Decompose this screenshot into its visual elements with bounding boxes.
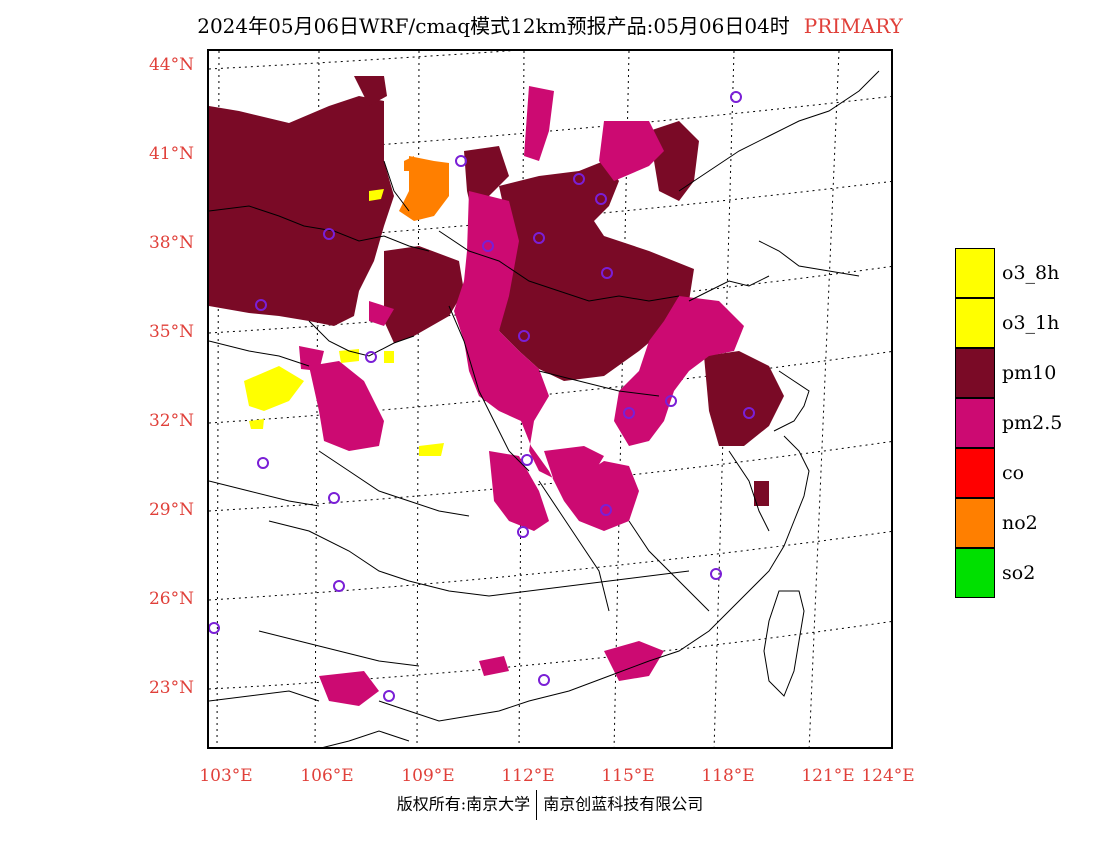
legend-swatch-pm10 xyxy=(955,348,995,398)
legend-item-o3-1h: o3_1h xyxy=(955,298,1095,348)
footer-copyright: 版权所有:南京大学 xyxy=(396,794,531,814)
legend-label-pm25: pm2.5 xyxy=(1002,412,1063,434)
lon-label-121: 121°E xyxy=(801,766,855,786)
lon-label-106: 106°E xyxy=(300,766,354,786)
legend-swatch-so2 xyxy=(955,548,995,598)
lat-label-35: 35°N xyxy=(148,322,194,342)
lon-label-118: 118°E xyxy=(701,766,755,786)
lat-label-26: 26°N xyxy=(148,589,194,609)
footer-company: 南京创蓝科技有限公司 xyxy=(543,794,704,814)
legend-label-o3-8h: o3_8h xyxy=(1002,262,1060,284)
o3-regions xyxy=(244,189,444,456)
lat-label-29: 29°N xyxy=(148,500,194,520)
boundaries xyxy=(209,70,880,747)
title-main: 2024年05月06日WRF/cmaq模式12km预报产品:05月06日04时 xyxy=(197,14,790,38)
no2-regions xyxy=(399,156,449,221)
footer: 版权所有:南京大学 南京创蓝科技有限公司 xyxy=(0,790,1100,820)
legend-swatch-co xyxy=(955,448,995,498)
lat-label-38: 38°N xyxy=(148,233,194,253)
footer-separator xyxy=(536,790,538,820)
lon-label-124: 124°E xyxy=(861,766,915,786)
legend-swatch-no2 xyxy=(955,498,995,548)
pm25-regions xyxy=(299,86,744,706)
lat-label-32: 32°N xyxy=(148,411,194,431)
legend-swatch-pm25 xyxy=(955,398,995,448)
legend-item-o3-8h: o3_8h xyxy=(955,248,1095,298)
map-frame[interactable] xyxy=(207,49,893,749)
legend-label-co: co xyxy=(1002,462,1025,484)
legend-label-so2: so2 xyxy=(1002,562,1036,584)
legend-item-pm10: pm10 xyxy=(955,348,1095,398)
legend-item-pm25: pm2.5 xyxy=(955,398,1095,448)
legend-label-pm10: pm10 xyxy=(1002,362,1057,384)
lon-label-109: 109°E xyxy=(401,766,455,786)
title-tag: PRIMARY xyxy=(803,14,903,38)
legend-label-no2: no2 xyxy=(1002,512,1038,534)
lat-label-44: 44°N xyxy=(148,55,194,75)
legend-item-no2: no2 xyxy=(955,498,1095,548)
lat-label-23: 23°N xyxy=(148,678,194,698)
lat-label-41: 41°N xyxy=(148,144,194,164)
lon-label-103: 103°E xyxy=(199,766,253,786)
legend-item-so2: so2 xyxy=(955,548,1095,598)
lon-label-112: 112°E xyxy=(501,766,555,786)
pollution-map xyxy=(209,51,891,747)
legend-swatch-o3-8h xyxy=(955,248,995,298)
lon-label-115: 115°E xyxy=(601,766,655,786)
legend-label-o3-1h: o3_1h xyxy=(1002,312,1060,334)
legend-item-co: co xyxy=(955,448,1095,498)
station-markers xyxy=(209,91,755,702)
map-title: 2024年05月06日WRF/cmaq模式12km预报产品:05月06日04时 P… xyxy=(0,10,1100,39)
legend-swatch-o3-1h xyxy=(955,298,995,348)
pm10-regions xyxy=(209,76,784,506)
